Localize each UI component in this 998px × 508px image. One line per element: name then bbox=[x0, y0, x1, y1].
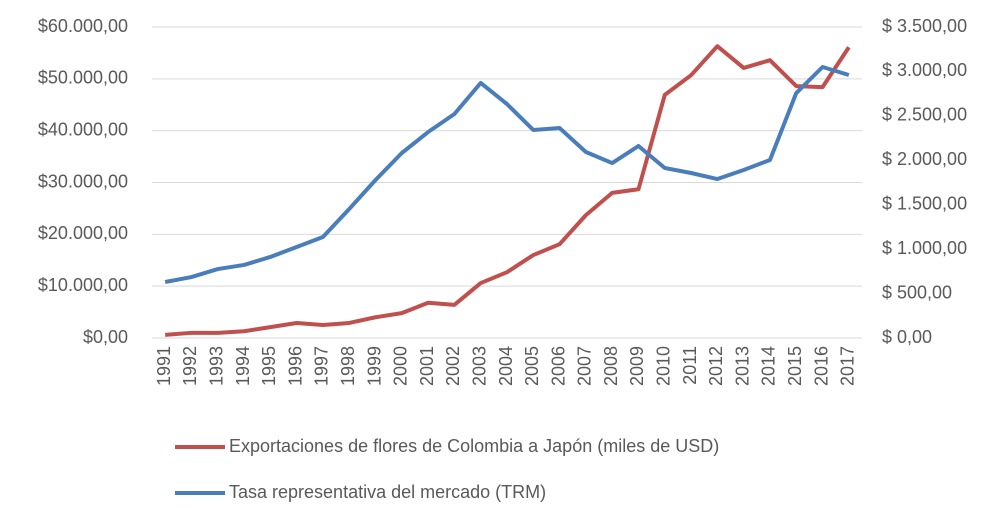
y2-tick-label: $ 1.500,00 bbox=[882, 193, 967, 213]
x-tick-label: 1995 bbox=[259, 346, 279, 386]
x-tick-label: 2015 bbox=[785, 346, 805, 386]
series-line bbox=[164, 44, 851, 337]
legend-label: Tasa representativa del mercado (TRM) bbox=[229, 482, 546, 502]
x-tick-label: 2010 bbox=[654, 346, 674, 386]
y-tick-label: $50.000,00 bbox=[38, 68, 128, 88]
y-tick-label: $20.000,00 bbox=[38, 223, 128, 243]
x-tick-label: 2014 bbox=[759, 346, 779, 386]
x-tick-label: 1997 bbox=[312, 346, 332, 386]
x-tick-label: 2002 bbox=[443, 346, 463, 386]
y2-tick-label: $ 2.000,00 bbox=[882, 149, 967, 169]
legend-label: Exportaciones de flores de Colombia a Ja… bbox=[229, 436, 719, 456]
x-tick-label: 1994 bbox=[233, 346, 253, 386]
x-tick-label: 1998 bbox=[338, 346, 358, 386]
y-tick-label: $0,00 bbox=[83, 327, 128, 347]
x-tick-label: 2003 bbox=[469, 346, 489, 386]
y2-tick-label: $ 0,00 bbox=[882, 327, 932, 347]
x-tick-label: 1992 bbox=[180, 346, 200, 386]
y2-tick-label: $ 2.500,00 bbox=[882, 105, 967, 125]
y-tick-label: $60.000,00 bbox=[38, 16, 128, 36]
x-tick-label: 2012 bbox=[706, 346, 726, 386]
x-tick-label: 2006 bbox=[548, 346, 568, 386]
y-tick-label: $40.000,00 bbox=[38, 119, 128, 139]
x-tick-label: 1991 bbox=[154, 346, 174, 386]
x-tick-label: 2001 bbox=[417, 346, 437, 386]
x-tick-label: 2008 bbox=[601, 346, 621, 386]
x-tick-label: 2007 bbox=[575, 346, 595, 386]
x-tick-label: 2016 bbox=[811, 346, 831, 386]
series-line bbox=[164, 64, 850, 284]
x-tick-label: 2009 bbox=[627, 346, 647, 386]
y2-tick-label: $ 3.500,00 bbox=[882, 16, 967, 36]
x-tick-label: 1999 bbox=[364, 346, 384, 386]
y2-tick-label: $ 3.000,00 bbox=[882, 60, 967, 80]
x-tick-label: 2004 bbox=[496, 346, 516, 386]
x-tick-label: 2011 bbox=[680, 346, 700, 385]
x-tick-label: 2013 bbox=[732, 346, 752, 386]
y-tick-label: $30.000,00 bbox=[38, 171, 128, 191]
y2-tick-label: $ 500,00 bbox=[882, 282, 952, 302]
x-tick-label: 1996 bbox=[285, 346, 305, 386]
x-tick-label: 2017 bbox=[838, 346, 858, 386]
x-tick-label: 2005 bbox=[522, 346, 542, 386]
x-tick-label: 1993 bbox=[206, 346, 226, 386]
y-tick-label: $10.000,00 bbox=[38, 275, 128, 295]
y2-tick-label: $ 1.000,00 bbox=[882, 238, 967, 258]
x-tick-label: 2000 bbox=[391, 346, 411, 386]
